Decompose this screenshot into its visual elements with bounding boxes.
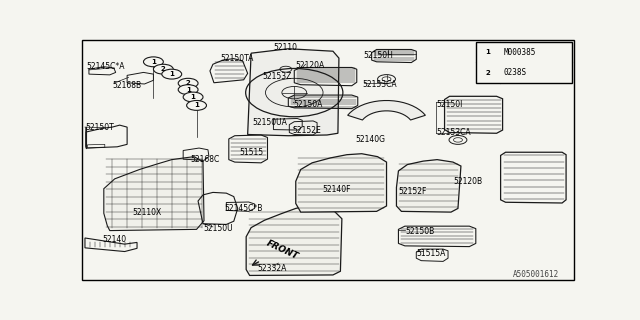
Circle shape xyxy=(183,92,203,102)
Text: 52152E: 52152E xyxy=(292,125,321,135)
Text: 52150UA: 52150UA xyxy=(253,118,287,127)
Polygon shape xyxy=(104,157,204,231)
Text: 1: 1 xyxy=(191,94,196,100)
Circle shape xyxy=(479,68,497,77)
Text: 51515A: 51515A xyxy=(416,249,445,258)
Text: 52140: 52140 xyxy=(102,235,127,244)
Text: 1: 1 xyxy=(170,71,174,77)
Text: A505001612: A505001612 xyxy=(513,270,559,279)
Text: 52140G: 52140G xyxy=(355,135,385,144)
Text: 1: 1 xyxy=(186,87,191,93)
Text: 52153CA: 52153CA xyxy=(363,80,397,89)
Text: 52140F: 52140F xyxy=(322,185,351,194)
Text: 52110: 52110 xyxy=(273,43,298,52)
Circle shape xyxy=(143,57,163,67)
Text: 52150A: 52150A xyxy=(293,100,323,109)
Text: 51515: 51515 xyxy=(240,148,264,157)
Text: 52152F: 52152F xyxy=(399,187,427,196)
Text: 52150H: 52150H xyxy=(364,51,394,60)
Polygon shape xyxy=(348,100,426,120)
Text: 2: 2 xyxy=(485,69,490,76)
Text: 52332A: 52332A xyxy=(257,264,287,273)
Text: 1: 1 xyxy=(485,49,490,55)
Text: 1: 1 xyxy=(151,59,156,65)
Text: 0238S: 0238S xyxy=(504,68,527,77)
Circle shape xyxy=(479,48,497,57)
Text: 52168B: 52168B xyxy=(112,81,141,90)
Polygon shape xyxy=(248,49,339,136)
Text: 52168C: 52168C xyxy=(190,155,220,164)
Text: M000385: M000385 xyxy=(504,48,536,57)
Text: 1: 1 xyxy=(194,102,199,108)
Text: 2: 2 xyxy=(186,80,191,86)
Text: 52110X: 52110X xyxy=(132,208,161,217)
Circle shape xyxy=(178,78,198,88)
Circle shape xyxy=(154,64,173,74)
Polygon shape xyxy=(396,160,461,212)
Text: 52153CA: 52153CA xyxy=(436,128,471,137)
Circle shape xyxy=(162,69,182,79)
Polygon shape xyxy=(296,154,387,212)
Text: 52150I: 52150I xyxy=(436,100,463,109)
Text: 52150B: 52150B xyxy=(405,227,434,236)
Text: 52120A: 52120A xyxy=(296,61,325,70)
Bar xyxy=(476,42,572,83)
Text: FRONT: FRONT xyxy=(265,238,300,261)
Text: 2: 2 xyxy=(161,66,166,72)
Text: 52120B: 52120B xyxy=(453,177,482,186)
Text: 52145C*A: 52145C*A xyxy=(86,62,124,71)
Polygon shape xyxy=(246,205,342,276)
Text: 52145C*B: 52145C*B xyxy=(225,204,263,213)
Circle shape xyxy=(187,100,207,110)
Text: 52153Z: 52153Z xyxy=(262,72,292,81)
Text: 52150T: 52150T xyxy=(85,123,114,132)
Circle shape xyxy=(178,85,198,95)
Text: 52150U: 52150U xyxy=(203,224,232,233)
Text: 52150TA: 52150TA xyxy=(220,54,253,63)
